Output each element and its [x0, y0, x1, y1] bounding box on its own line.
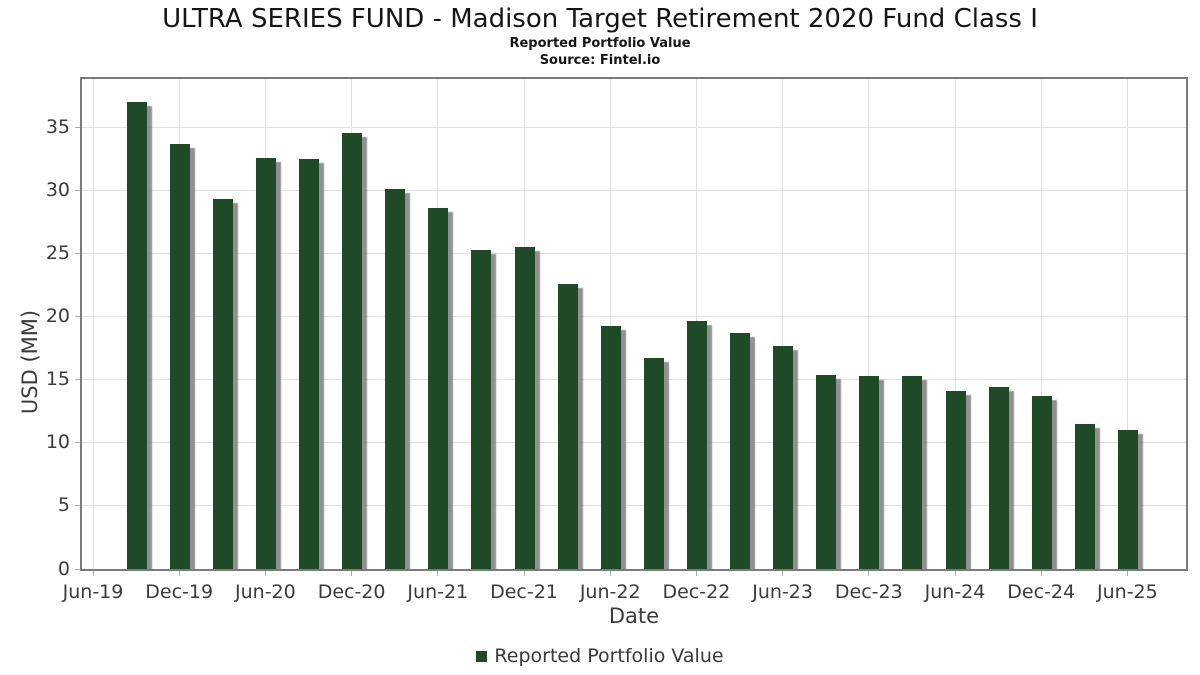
bar-jun-22	[600, 325, 621, 569]
bar-dec-22	[686, 320, 707, 569]
x-axis-tick-label: Dec-19	[145, 581, 214, 603]
y-gridline	[82, 127, 1186, 129]
x-axis-tick-label: Dec-22	[662, 581, 731, 603]
x-axis-tick-mark	[351, 571, 353, 576]
x-axis-tick-mark	[264, 571, 266, 576]
y-gridline	[82, 253, 1186, 255]
bar-dec-23	[859, 376, 880, 569]
y-axis-tick-label: 10	[45, 431, 70, 454]
x-gridline	[954, 79, 956, 569]
x-gridline	[92, 79, 94, 569]
x-axis-tick-label: Dec-23	[834, 581, 903, 603]
x-axis-tick-label: Jun-19	[62, 581, 124, 603]
x-axis-tick-label: Dec-20	[317, 581, 386, 603]
y-axis-tick-label: 35	[45, 116, 70, 139]
bar-jun-20	[255, 157, 276, 569]
bar-sep-22	[643, 358, 664, 569]
x-axis-tick-mark	[437, 571, 439, 576]
bar-jun-21	[428, 208, 449, 569]
x-gridline	[868, 79, 870, 569]
bar-dec-19	[169, 143, 190, 569]
y-axis-tick-mark	[75, 316, 80, 318]
x-gridline	[1126, 79, 1128, 569]
bar-mar-22	[557, 283, 578, 569]
y-axis-tick-mark	[75, 127, 80, 129]
bar-jun-25	[1117, 430, 1138, 569]
x-axis-tick-label: Dec-21	[490, 581, 558, 603]
bar-jun-24	[945, 391, 966, 569]
x-axis-tick-mark	[178, 571, 180, 576]
chart-source: Source: Fintel.io	[539, 53, 661, 68]
x-axis-tick-mark	[782, 571, 784, 576]
y-axis-tick-mark	[75, 190, 80, 192]
x-axis-tick-label: Jun-24	[924, 581, 986, 603]
y-axis-tick-mark	[75, 505, 80, 507]
x-axis-tick-label: Jun-23	[752, 581, 813, 603]
y-axis-tick-mark	[75, 442, 80, 444]
plot-area	[80, 77, 1188, 571]
x-axis-tick-mark	[1126, 571, 1128, 576]
x-gridline	[1040, 79, 1042, 569]
bar-jun-23	[773, 345, 794, 569]
y-gridline	[82, 190, 1186, 192]
y-axis-tick-label: 15	[45, 368, 70, 391]
x-axis-tick-label: Jun-20	[235, 581, 296, 603]
bar-dec-20	[342, 132, 363, 569]
y-axis-tick-label: 20	[45, 305, 70, 328]
bar-mar-23	[730, 333, 750, 569]
legend-marker-square	[476, 650, 488, 662]
chart-subtitle: Reported Portfolio Value	[509, 36, 691, 51]
y-axis-tick-mark	[75, 379, 80, 381]
bar-sep-21	[471, 249, 492, 569]
y-axis-tick-mark	[75, 568, 80, 570]
y-axis-tick-label: 25	[45, 242, 70, 265]
y-axis-tick-label: 5	[57, 494, 70, 517]
y-gridline	[82, 316, 1186, 318]
bar-sep-19	[126, 102, 147, 569]
x-axis-tick-label: Dec-24	[1007, 581, 1076, 603]
bar-dec-21	[514, 247, 535, 569]
bar-mar-21	[385, 189, 406, 569]
y-axis-tick-mark	[75, 253, 80, 255]
x-axis-tick-mark	[609, 571, 611, 576]
x-axis-tick-label: Jun-21	[407, 581, 469, 603]
bar-mar-25	[1074, 423, 1095, 569]
bar-sep-20	[299, 159, 319, 569]
bar-sep-24	[988, 387, 1009, 569]
x-axis-label: Date	[608, 604, 660, 628]
bar-sep-23	[816, 374, 837, 569]
x-axis-tick-mark	[695, 571, 697, 576]
x-axis-tick-mark	[954, 571, 956, 576]
y-gridline	[82, 505, 1186, 507]
bar-dec-24	[1031, 396, 1052, 569]
chart-title: ULTRA SERIES FUND - Madison Target Retir…	[162, 4, 1038, 34]
x-axis-tick-mark	[523, 571, 525, 576]
legend-label: Reported Portfolio Value	[494, 645, 724, 667]
bar-mar-24	[902, 376, 923, 569]
x-axis-tick-label: Jun-25	[1097, 581, 1158, 603]
x-axis-tick-mark	[92, 571, 94, 576]
y-gridline	[82, 442, 1186, 444]
x-axis-tick-mark	[1040, 571, 1042, 576]
y-axis-tick-label: 0	[57, 557, 70, 580]
x-gridline	[782, 79, 784, 569]
y-gridline	[82, 379, 1186, 381]
y-axis-tick-label: 30	[45, 179, 70, 202]
legend: Reported Portfolio Value	[0, 645, 1200, 667]
bar-mar-20	[212, 199, 233, 569]
x-axis-tick-label: Jun-22	[579, 581, 641, 603]
x-gridline	[609, 79, 611, 569]
x-axis-tick-mark	[868, 571, 870, 576]
